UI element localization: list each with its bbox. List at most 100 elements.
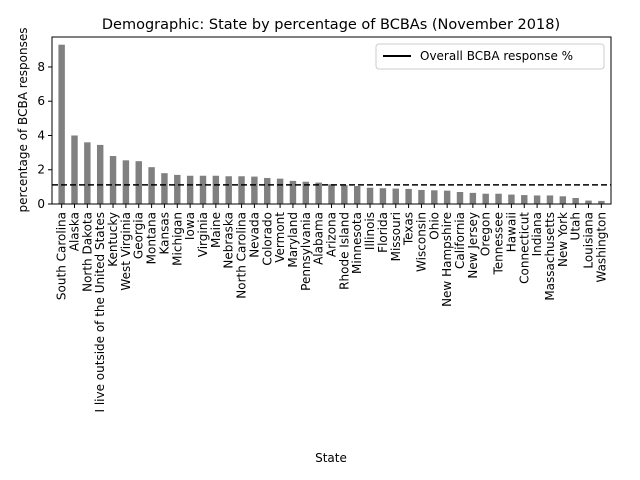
x-tick-label: Virginia [196, 212, 210, 257]
y-ticks-group: 0 2 4 6 8 [37, 60, 52, 211]
x-tick-label: Minnesota [350, 212, 364, 274]
bar-tennessee [495, 193, 502, 204]
bar-alaska [71, 135, 78, 204]
x-tick-label: Kansas [157, 212, 171, 254]
x-tick-label: Ohio [427, 212, 441, 240]
x-tick-label: California [453, 212, 467, 269]
x-tick-label: Arizona [325, 212, 339, 257]
bar-utah [572, 198, 579, 204]
bars-group [58, 44, 605, 205]
bar-north-dakota [84, 142, 91, 204]
bar-massachusetts [546, 195, 554, 204]
bar-iowa [186, 175, 194, 204]
bar-south-carolina [58, 44, 65, 205]
x-tick-label: Alabama [312, 212, 326, 265]
y-tick-label: 0 [37, 197, 45, 211]
bar-vermont [276, 178, 284, 204]
x-tick-label: North Dakota [80, 212, 94, 292]
x-tick-label: New York [556, 212, 570, 267]
bar-hawaii [508, 194, 515, 204]
x-tick-label: Pennsylvania [299, 212, 313, 291]
x-tick-label: Utah [569, 212, 583, 240]
x-tick-label: Iowa [183, 212, 197, 240]
bar-maine [212, 175, 220, 204]
x-tick-label: Washington [594, 212, 608, 283]
y-tick-label: 4 [37, 128, 45, 142]
x-tick-label: Connecticut [517, 212, 531, 284]
bar-virginia [199, 175, 207, 204]
bar-illinois [366, 187, 374, 204]
x-tick-label: Vermont [273, 212, 287, 263]
legend-box [375, 43, 605, 70]
bar-new-york [559, 196, 567, 204]
x-tick-label: I live outside of the United States [93, 212, 107, 413]
bar-new-jersey [469, 192, 477, 204]
x-tick-label: Tennessee [492, 212, 506, 276]
bar-rhode-island [341, 185, 348, 204]
bar-michigan [174, 174, 181, 204]
x-tick-label: Kentucky [106, 212, 120, 267]
y-axis-label: percentage of BCBA responses [16, 28, 30, 213]
x-tick-label: Nevada [247, 212, 261, 258]
x-tick-label: Louisiana [582, 212, 596, 269]
x-tick-label: Georgia [132, 212, 146, 259]
bar-texas [405, 188, 412, 204]
x-tick-label: Texas [402, 212, 416, 246]
bar-arizona [328, 184, 335, 204]
bar-kansas [161, 173, 168, 204]
bar-washington [598, 200, 605, 204]
x-tick-label: Wisconsin [414, 212, 428, 272]
legend-entry-overall: Overall BCBA response % [420, 49, 573, 63]
bar-connecticut [521, 195, 528, 204]
x-tick-label: Nebraska [222, 212, 236, 269]
x-tick-label: Maryland [286, 212, 300, 268]
bar-pennsylvania [302, 181, 310, 204]
bar-louisiana [585, 200, 592, 204]
x-tick-label: Rhode Island [337, 212, 351, 290]
bar-oregon [482, 193, 489, 204]
x-tick-label: New Jersey [466, 212, 480, 279]
bar-i-live-outside-of-the-united-states [96, 144, 104, 204]
bar-maryland [289, 180, 297, 204]
x-tick-label: Massachusetts [543, 212, 557, 301]
y-tick-label: 8 [37, 60, 45, 74]
bar-north-carolina [238, 176, 245, 204]
x-tick-label: Montana [145, 212, 159, 264]
x-tick-label: West Virginia [119, 212, 133, 291]
y-tick-label: 6 [37, 94, 45, 108]
bar-ohio [431, 190, 438, 204]
chart-title: Demographic: State by percentage of BCBA… [102, 17, 560, 33]
x-tick-label: Illinois [363, 212, 377, 250]
bar-california [456, 192, 464, 204]
y-tick-label: 2 [37, 163, 45, 177]
bar-florida [379, 188, 387, 204]
bar-kentucky [109, 156, 117, 204]
x-axis-label: State [315, 451, 347, 465]
bar-minnesota [353, 186, 361, 204]
x-tick-label: Maine [209, 212, 223, 248]
bar-nebraska [225, 176, 232, 204]
bar-wisconsin [418, 189, 425, 204]
bar-georgia [135, 161, 142, 204]
x-tick-label: South Carolina [55, 212, 69, 300]
x-tick-label: North Carolina [235, 212, 249, 299]
bar-nevada [251, 176, 258, 204]
x-tick-label: Colorado [260, 212, 274, 266]
legend: Overall BCBA response % [375, 43, 605, 70]
bar-montana [148, 167, 155, 204]
x-tick-label: Missouri [389, 212, 403, 261]
bar-alabama [315, 182, 322, 204]
x-tick-label: New Hampshire [440, 212, 454, 307]
bar-west-virginia [122, 160, 130, 204]
x-tick-label: Michigan [170, 212, 184, 266]
x-tick-label: Oregon [479, 212, 493, 256]
bar-indiana [533, 195, 541, 204]
x-tick-label: Indiana [530, 212, 544, 256]
bar-missouri [392, 188, 399, 204]
x-tick-label: Florida [376, 212, 390, 253]
bar-colorado [264, 177, 271, 204]
x-tick-label: Alaska [67, 212, 81, 251]
bar-new-hampshire [443, 190, 451, 204]
